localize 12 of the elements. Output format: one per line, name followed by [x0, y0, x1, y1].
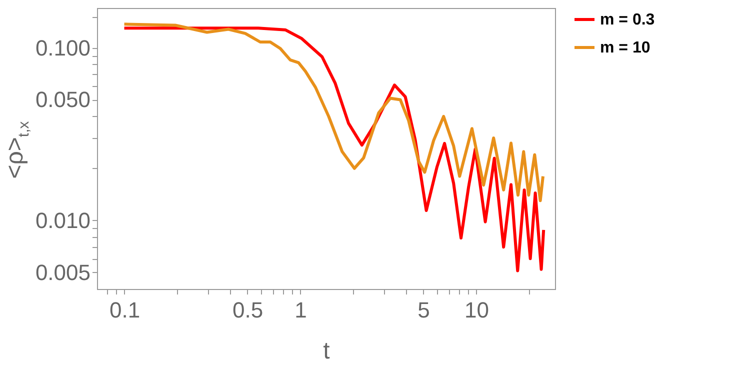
y-tick-label: 0.005: [35, 260, 90, 285]
x-axis-title: t: [323, 338, 330, 364]
legend-label: m = 0.3: [600, 12, 655, 28]
x-tick-label: 10: [464, 298, 490, 322]
legend-label: m = 10: [600, 40, 650, 56]
x-tick-label: 0.1: [109, 298, 140, 322]
x-tick-label: 0.5: [232, 298, 264, 322]
y-tick-label: 0.010: [35, 208, 90, 233]
x-tick-label: 5: [418, 298, 430, 322]
y-tick-label: 0.100: [35, 35, 90, 60]
y-tick-label: 0.050: [35, 87, 90, 112]
x-tick-label: 1: [294, 298, 307, 322]
